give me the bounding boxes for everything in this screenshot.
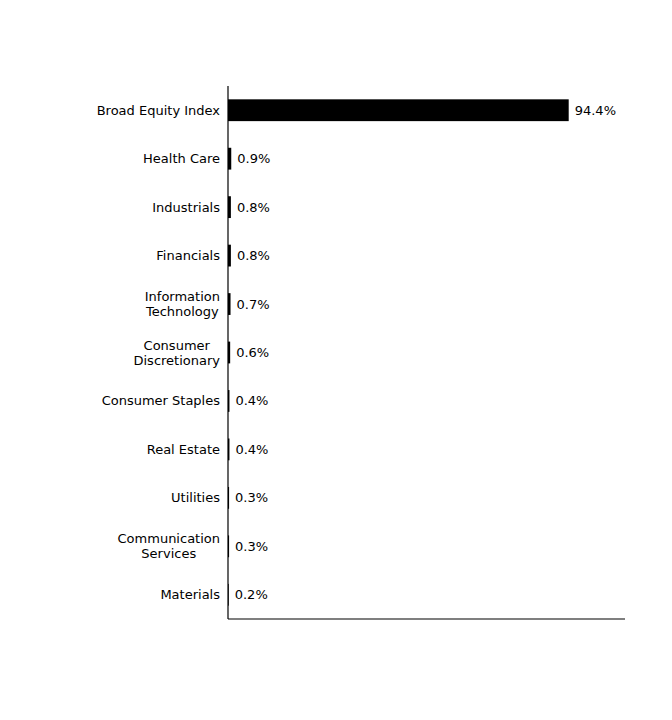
y-axis-line xyxy=(227,86,228,619)
y-tick-label: Materials xyxy=(160,587,220,602)
data-label: 0.3% xyxy=(235,490,268,505)
data-label: 0.9% xyxy=(237,151,270,166)
data-label: 0.4% xyxy=(235,393,268,408)
bars xyxy=(228,99,569,605)
chart: 94.4% Broad Equity Index 0.9% Health Care 0.… xyxy=(0,0,672,720)
y-tick-label: Health Care xyxy=(143,151,220,166)
bar xyxy=(228,99,569,121)
y-tick-label: Utilities xyxy=(171,490,220,505)
y-tick-label: CommunicationServices xyxy=(118,531,220,561)
y-tick-label: ConsumerDiscretionary xyxy=(133,338,220,368)
data-label: 94.4% xyxy=(575,103,616,118)
data-label: 0.8% xyxy=(237,200,270,215)
y-tick-label: Industrials xyxy=(152,200,220,215)
labels: 94.4% Broad Equity Index 0.9% Health Care 0.… xyxy=(97,103,616,603)
data-label: 0.2% xyxy=(235,587,268,602)
y-tick-label: Broad Equity Index xyxy=(97,103,221,118)
data-label: 0.6% xyxy=(236,345,269,360)
x-axis-line xyxy=(228,618,625,619)
data-label: 0.3% xyxy=(235,539,268,554)
data-label: 0.4% xyxy=(235,442,268,457)
data-label: 0.8% xyxy=(237,248,270,263)
y-tick-label: Real Estate xyxy=(147,442,220,457)
y-tick-label: InformationTechnology xyxy=(145,289,220,319)
y-tick-label: Financials xyxy=(156,248,220,263)
data-label: 0.7% xyxy=(237,297,270,312)
y-tick-label: Consumer Staples xyxy=(102,393,221,408)
